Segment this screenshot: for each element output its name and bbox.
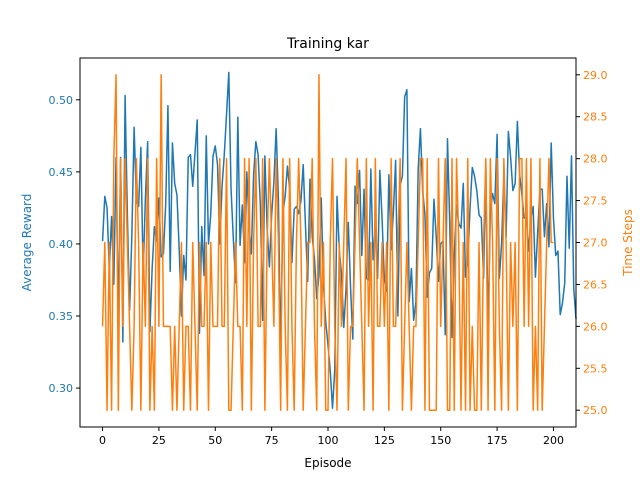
x-tick-label: 100	[318, 434, 339, 447]
x-tick-label: 175	[487, 434, 508, 447]
right-y-tick-label: 28.0	[583, 153, 608, 166]
left-y-tick-label: 0.45	[49, 166, 74, 179]
right-y-tick-label: 25.0	[583, 404, 608, 417]
x-axis-label: Episode	[304, 456, 351, 470]
series-layer	[101, 71, 577, 411]
right-y-tick-label: 29.0	[583, 69, 608, 82]
right-y-tick-label: 26.5	[583, 278, 608, 291]
right-y-tick-label: 26.0	[583, 320, 608, 333]
right-y-tick-label: 28.5	[583, 111, 608, 124]
left-y-tick-label: 0.35	[49, 310, 74, 323]
chart-title: Training kar	[286, 36, 369, 52]
right-y-tick-label: 27.5	[583, 195, 608, 208]
right-y-tick-label: 27.0	[583, 237, 608, 250]
x-tick-label: 200	[543, 434, 564, 447]
right-y-axis-ticks: 25.0 25.5 26.0 26.5 27.0 27.5 28.0 28.5 29.0	[576, 69, 608, 417]
x-axis-ticks: 0 25 50 75 100 125 150 175 200	[99, 427, 564, 447]
right-y-tick-label: 25.5	[583, 362, 608, 375]
left-y-tick-label: 0.40	[49, 238, 74, 251]
x-tick-label: 75	[265, 434, 279, 447]
time-steps-line	[101, 74, 554, 411]
x-tick-label: 25	[152, 434, 166, 447]
left-y-tick-label: 0.30	[49, 382, 74, 395]
right-y-axis-label: Time Steps	[621, 209, 635, 277]
left-y-axis-label: Average Reward	[20, 194, 34, 292]
x-tick-label: 125	[374, 434, 395, 447]
x-tick-label: 0	[99, 434, 106, 447]
left-y-axis-ticks: 0.30 0.35 0.40 0.45 0.50	[49, 94, 80, 395]
x-tick-label: 150	[430, 434, 451, 447]
left-y-tick-label: 0.50	[49, 94, 74, 107]
x-tick-label: 50	[208, 434, 222, 447]
